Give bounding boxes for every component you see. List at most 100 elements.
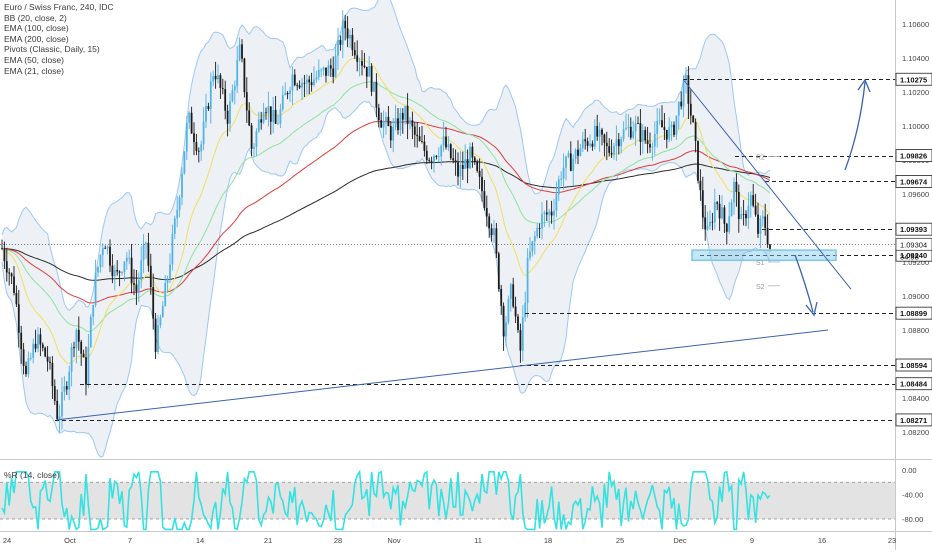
candle-body (226, 110, 229, 124)
candle-body (92, 305, 95, 317)
candle-body (680, 101, 683, 107)
candle-body (279, 109, 282, 124)
symbol-title[interactable]: Euro / Swiss Franc, 240, IDC (4, 2, 114, 12)
chart-legend[interactable]: Euro / Swiss Franc, 240, IDC BB (20, clo… (4, 2, 114, 76)
candle-body (145, 242, 147, 244)
candle-body (447, 144, 450, 148)
level-tag (895, 222, 932, 236)
candle-body (217, 75, 219, 80)
candle-body (77, 329, 80, 342)
candle-body (519, 329, 522, 351)
candle-body (550, 211, 553, 216)
candle-body (209, 81, 212, 109)
candle-body (221, 88, 224, 90)
candle-body (476, 161, 479, 171)
level-tag-label: 1.09240 (900, 251, 927, 260)
time-tick-label: Oct (64, 536, 77, 545)
candle-body (274, 109, 277, 124)
candle-body (265, 112, 267, 114)
candle-body (257, 119, 260, 132)
candle-body (8, 272, 11, 274)
candle-body (517, 316, 519, 330)
candle-body (277, 123, 279, 125)
indicator-bb[interactable]: BB (20, close, 2) (4, 12, 67, 23)
candle-body (377, 107, 380, 121)
pivot-label: S1 (756, 260, 765, 267)
candle-body (166, 278, 169, 283)
indicator-pivots[interactable]: Pivots (Classic, Daily, 15) (4, 44, 100, 55)
candle-body (399, 112, 402, 131)
candle-body (649, 144, 651, 148)
candle-body (157, 325, 159, 352)
candle-body (87, 347, 90, 385)
time-tick-label: 21 (264, 536, 272, 545)
level-tag-label: 1.08899 (900, 309, 927, 318)
indicator-ema100[interactable]: EMA (100, close) (4, 23, 69, 34)
candle-body (85, 357, 87, 385)
candle-body (711, 221, 714, 223)
candle-body (502, 305, 505, 337)
candle-body (639, 123, 642, 142)
candle-body (3, 248, 6, 262)
indicator-ema21[interactable]: EMA (21, close) (4, 65, 64, 76)
candle-body (413, 126, 416, 135)
candle-body (32, 343, 35, 358)
candle-body (49, 361, 51, 363)
oscillator-legend[interactable]: %R (14, close) (4, 470, 60, 480)
candle-body (123, 261, 126, 273)
candle-body (651, 146, 654, 148)
candle-body (214, 75, 217, 80)
candle-body (629, 126, 632, 138)
candle-body (149, 265, 152, 288)
indicator-ema200[interactable]: EMA (200, close) (4, 33, 69, 44)
price-tick-label: 1.09200 (902, 258, 929, 267)
candle-body (29, 357, 32, 359)
candle-body (459, 165, 462, 177)
candle-body (317, 70, 320, 78)
candle-body (745, 213, 747, 219)
candle-body (193, 133, 195, 143)
drawings[interactable]: R2 S1 S2 (0, 78, 895, 421)
candle-body (543, 212, 546, 214)
candle-body (536, 227, 539, 237)
candle-body (581, 139, 584, 149)
main-pane-bg (0, 0, 895, 458)
candle-body (497, 253, 500, 290)
arrow-up-head (857, 78, 871, 93)
candle-body (411, 120, 414, 127)
candle-body (569, 153, 572, 171)
candle-body (591, 143, 594, 147)
candle-body (142, 243, 145, 261)
candle-body (152, 287, 155, 319)
candle-body (351, 34, 354, 51)
candle-body (183, 151, 186, 174)
candle-body (488, 216, 491, 229)
candle-body (281, 95, 284, 110)
level-tag (895, 358, 932, 372)
candle-body (10, 273, 13, 277)
candle-body (752, 195, 755, 206)
candle-body (749, 195, 752, 206)
candle-body (133, 283, 135, 285)
candle-body (761, 216, 764, 219)
candle-body (471, 146, 474, 158)
candle-body (416, 134, 419, 137)
candle-body (301, 82, 303, 88)
candle-body (596, 125, 599, 137)
candle-body (625, 127, 627, 130)
candle-body (627, 126, 630, 128)
candle-body (725, 223, 728, 232)
wr-line (1, 469, 771, 531)
candle-body (296, 85, 299, 86)
candle-body (308, 79, 311, 83)
price-tick-label: 1.08200 (902, 428, 929, 437)
candle-body (440, 145, 443, 157)
candle-body (27, 358, 30, 375)
current-price-tag (895, 237, 932, 251)
candle-body (529, 251, 531, 258)
candle-body (140, 260, 143, 281)
time-tick-label: 14 (196, 536, 204, 545)
indicator-ema50[interactable]: EMA (50, close) (4, 54, 64, 65)
